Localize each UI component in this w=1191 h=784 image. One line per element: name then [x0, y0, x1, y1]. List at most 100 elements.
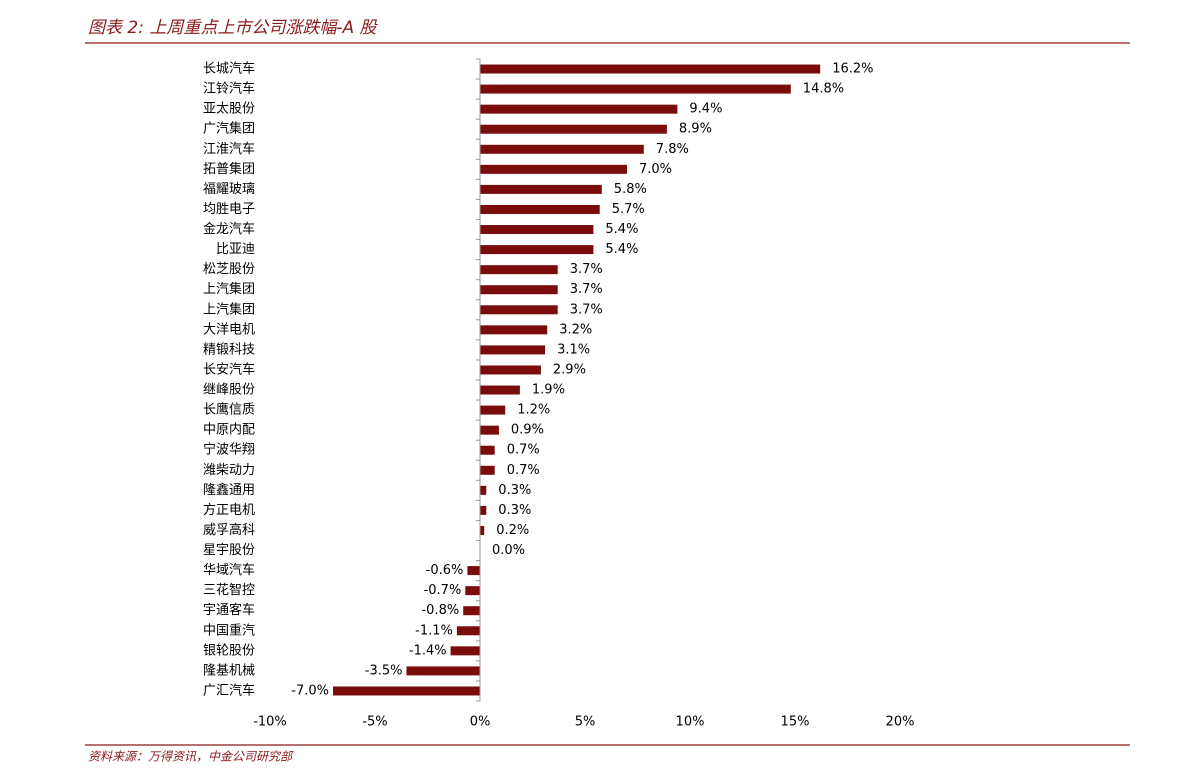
category-label: 亚太股份: [203, 102, 255, 117]
category-label: 松芝股份: [203, 261, 255, 277]
bar: [480, 325, 548, 335]
category-label: 中原内配: [203, 422, 255, 438]
category-label: 威孚高科: [203, 522, 255, 538]
value-label: 0.3%: [498, 483, 531, 498]
value-label: 8.9%: [679, 122, 712, 137]
category-label: 上汽集团: [203, 301, 255, 317]
category-label: 比亚迪: [216, 242, 255, 257]
bar: [450, 646, 480, 656]
value-label: 5.7%: [612, 202, 645, 217]
bar: [480, 445, 495, 455]
value-label: 5.4%: [605, 222, 638, 237]
category-label: 金龙汽车: [203, 221, 255, 237]
category-label: 上汽集团: [203, 281, 255, 297]
value-label: 3.7%: [570, 262, 603, 277]
category-label: 隆鑫通用: [203, 482, 255, 498]
value-label: -0.8%: [421, 603, 459, 618]
value-label: 3.7%: [570, 302, 603, 317]
category-label: 三花智控: [203, 582, 255, 598]
value-label: 1.2%: [517, 403, 550, 418]
bar: [480, 465, 495, 475]
bar: [480, 184, 602, 194]
bar: [480, 345, 546, 355]
category-label: 长鹰信质: [203, 402, 255, 418]
x-tick-label: 5%: [575, 715, 596, 730]
bar: [480, 124, 667, 134]
bar: [480, 225, 594, 235]
value-label: 0.0%: [492, 543, 525, 558]
source: 资料来源：万得资讯，中金公司研究部: [88, 750, 294, 764]
category-label: 隆基机械: [203, 663, 255, 678]
value-label: 7.0%: [639, 162, 672, 177]
value-label: 3.1%: [557, 342, 590, 357]
bar: [333, 686, 480, 696]
category-label: 宇通客车: [203, 602, 255, 618]
chart-title: 图表 2: 上周重点上市公司涨跌幅-A 股: [88, 18, 379, 38]
bar: [480, 144, 644, 154]
category-label: 拓普集团: [203, 161, 255, 177]
value-label: 2.9%: [553, 362, 586, 377]
category-label: 宁波华翔: [203, 442, 255, 458]
bar: [480, 305, 558, 315]
bar: [480, 425, 499, 435]
value-label: 7.8%: [656, 142, 689, 157]
bar: [480, 265, 558, 275]
value-label: 0.7%: [507, 443, 540, 458]
category-label: 长安汽车: [203, 361, 255, 377]
bar: [480, 164, 627, 174]
value-label: 3.7%: [570, 282, 603, 297]
bar: [465, 586, 480, 596]
value-label: 5.4%: [605, 242, 638, 257]
value-label: 0.9%: [511, 423, 544, 438]
bar: [480, 64, 821, 74]
category-label: 江铃汽车: [203, 81, 255, 97]
bar: [467, 566, 480, 576]
x-tick-label: 0%: [470, 715, 491, 730]
value-label: -3.5%: [365, 663, 403, 678]
x-tick-label: -10%: [253, 715, 287, 730]
value-label: 16.2%: [832, 62, 873, 77]
value-label: -1.4%: [409, 643, 447, 658]
bar: [480, 505, 487, 515]
category-label: 大洋电机: [203, 322, 255, 337]
value-label: -7.0%: [291, 683, 329, 698]
category-label: 中国重汽: [203, 622, 255, 638]
x-tick-label: 15%: [781, 715, 810, 730]
bar: [480, 525, 485, 535]
value-label: 14.8%: [803, 82, 844, 97]
value-label: 9.4%: [689, 102, 722, 117]
value-label: 1.9%: [532, 383, 565, 398]
category-label: 星宇股份: [203, 543, 255, 558]
value-label: 0.2%: [496, 523, 529, 538]
bar: [406, 666, 480, 676]
x-tick-label: -5%: [362, 715, 387, 730]
value-label: 0.7%: [507, 463, 540, 478]
value-label: 5.8%: [614, 182, 647, 197]
category-label: 继峰股份: [203, 383, 255, 398]
bar: [480, 84, 791, 94]
bar: [463, 606, 480, 616]
category-label: 广汇汽车: [203, 682, 255, 698]
bar: [480, 485, 487, 495]
category-label: 华域汽车: [203, 562, 255, 578]
category-label: 银轮股份: [203, 643, 255, 658]
category-label: 方正电机: [203, 502, 255, 518]
value-label: -1.1%: [415, 623, 453, 638]
category-label: 广汽集团: [203, 121, 255, 137]
category-label: 潍柴动力: [203, 463, 255, 478]
bar: [480, 245, 594, 255]
value-label: -0.6%: [426, 563, 464, 578]
value-label: 3.2%: [559, 322, 592, 337]
bar: [456, 626, 480, 636]
category-label: 均胜电子: [203, 202, 255, 217]
x-tick-label: 20%: [886, 715, 915, 730]
value-label: 0.3%: [498, 503, 531, 518]
bar: [480, 204, 600, 214]
category-label: 长城汽车: [203, 61, 255, 77]
x-tick-label: 10%: [676, 715, 705, 730]
bar: [480, 385, 520, 395]
category-label: 精锻科技: [203, 342, 255, 357]
bar: [480, 365, 541, 375]
